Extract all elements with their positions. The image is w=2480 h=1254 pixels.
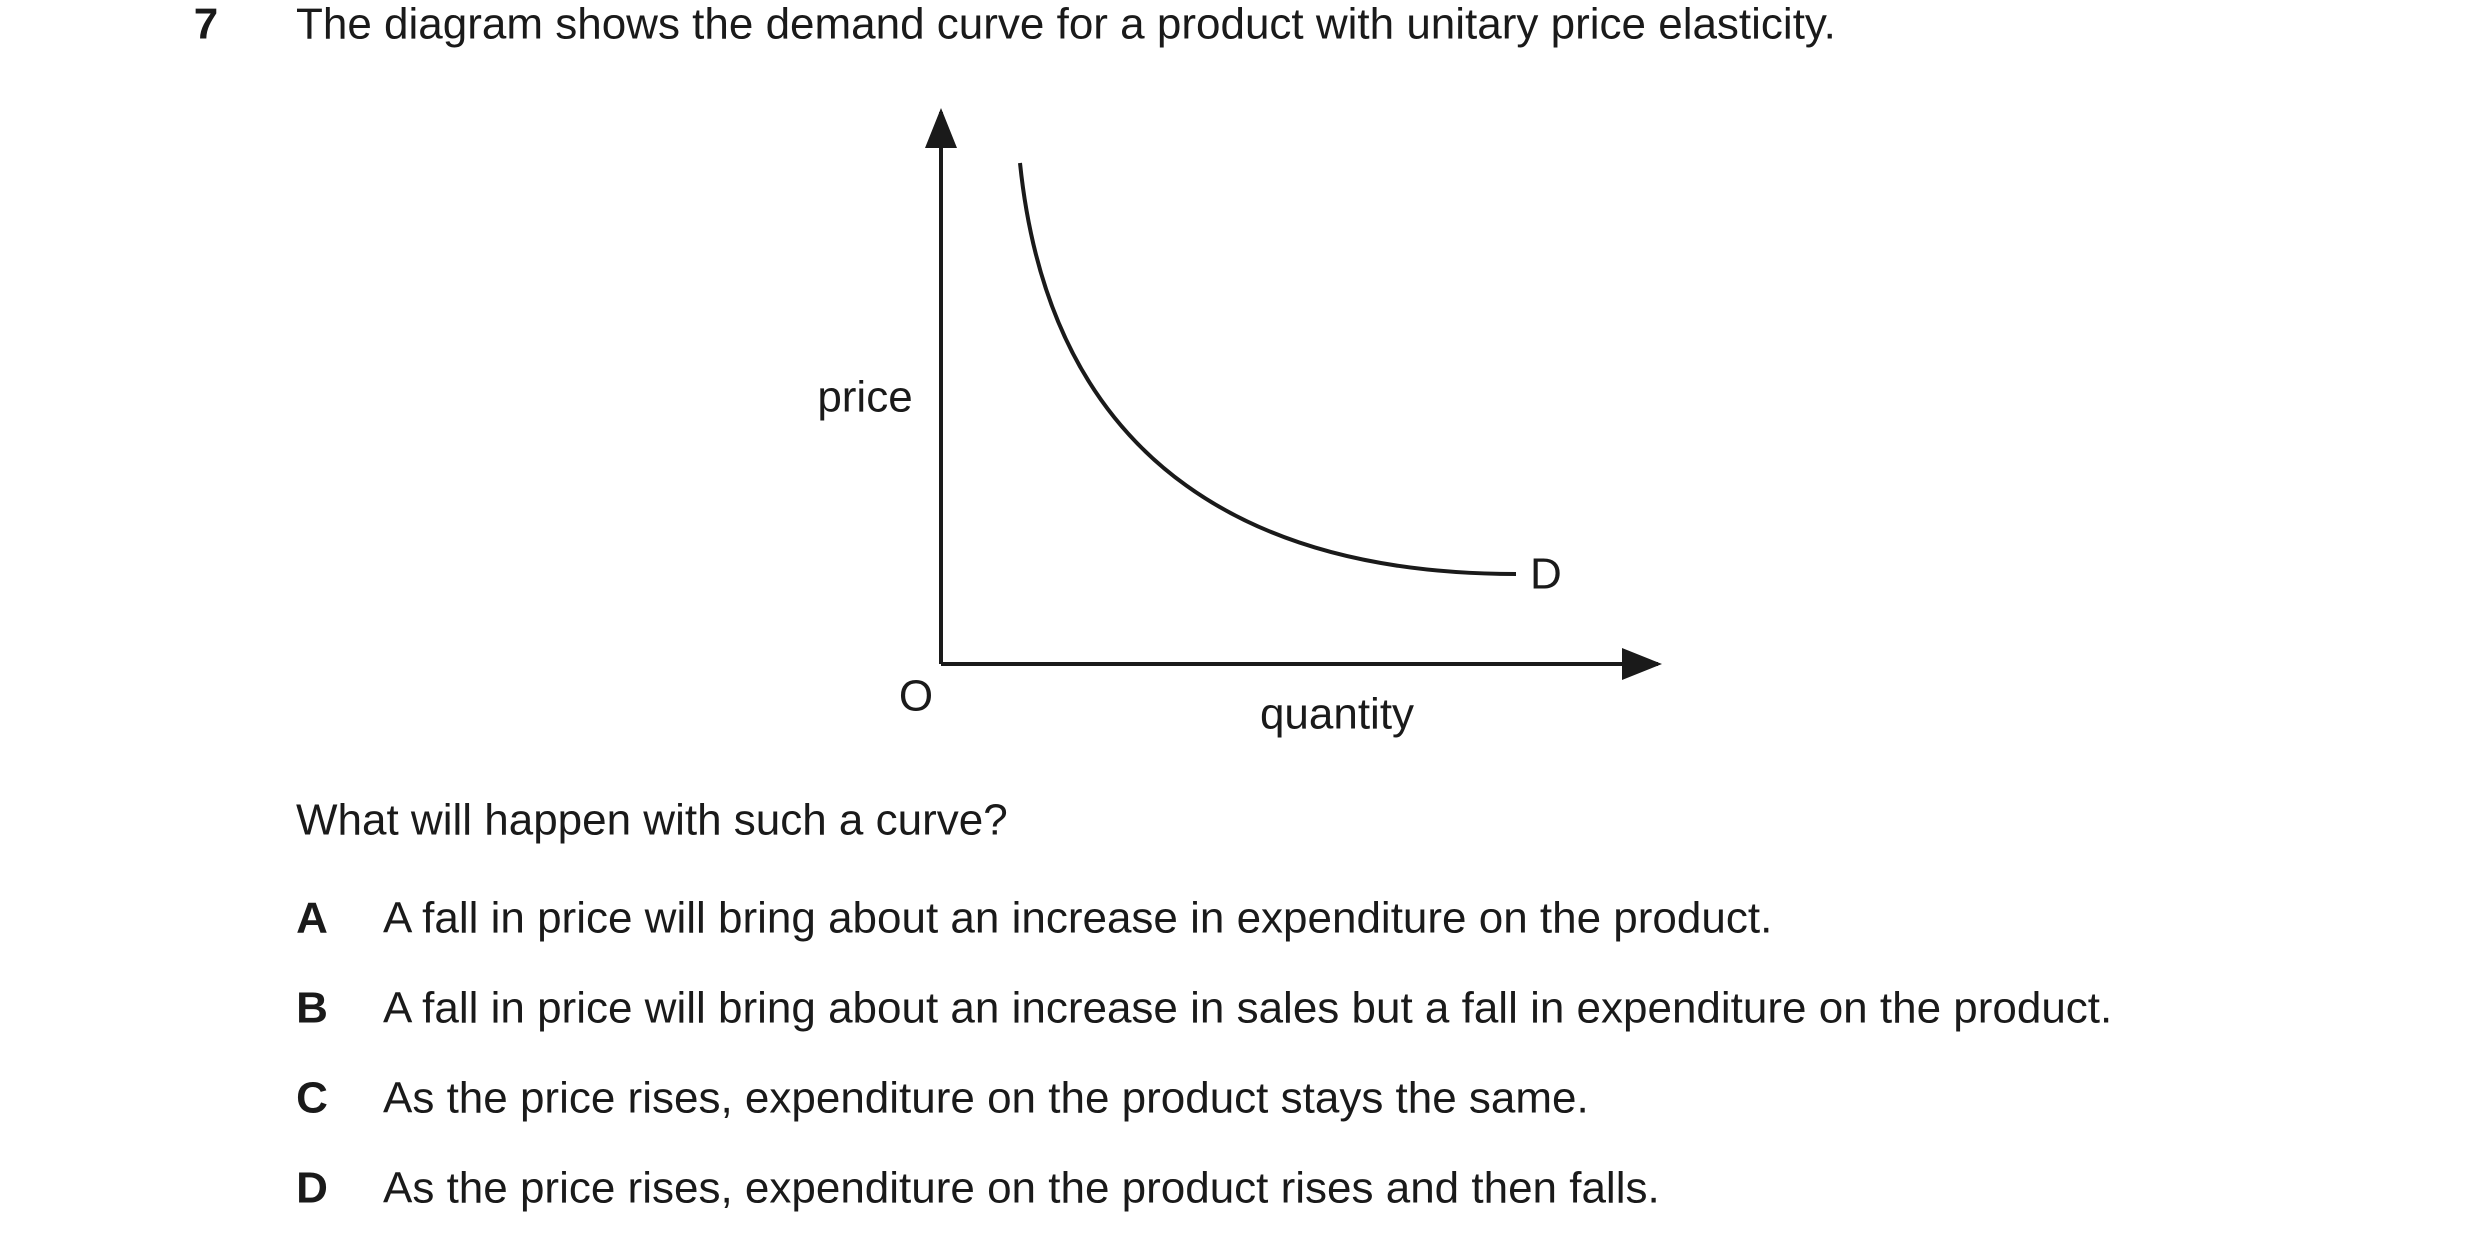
option-letter: D (296, 1164, 328, 1213)
options: A A fall in price will bring about an inc… (296, 894, 2112, 1213)
question-prompt: What will happen with such a curve? (296, 796, 1008, 845)
x-axis-label: quantity (1260, 690, 1414, 739)
option-text: A fall in price will bring about an incr… (383, 894, 1772, 943)
option-letter: A (296, 894, 328, 943)
option-letter: C (296, 1074, 328, 1123)
question-number: 7 (194, 0, 218, 49)
question-stem: The diagram shows the demand curve for a… (296, 0, 1836, 49)
origin-label: O (899, 672, 933, 721)
option-text: As the price rises, expenditure on the p… (383, 1074, 1589, 1123)
y-axis-label: price (817, 373, 912, 422)
demand-diagram: price quantity O D (817, 108, 1662, 739)
demand-curve (1018, 162, 1517, 576)
option-letter: B (296, 984, 328, 1033)
option-text: A fall in price will bring about an incr… (383, 984, 2112, 1033)
curve-label: D (1530, 550, 1562, 599)
option-text: As the price rises, expenditure on the p… (383, 1164, 1660, 1213)
